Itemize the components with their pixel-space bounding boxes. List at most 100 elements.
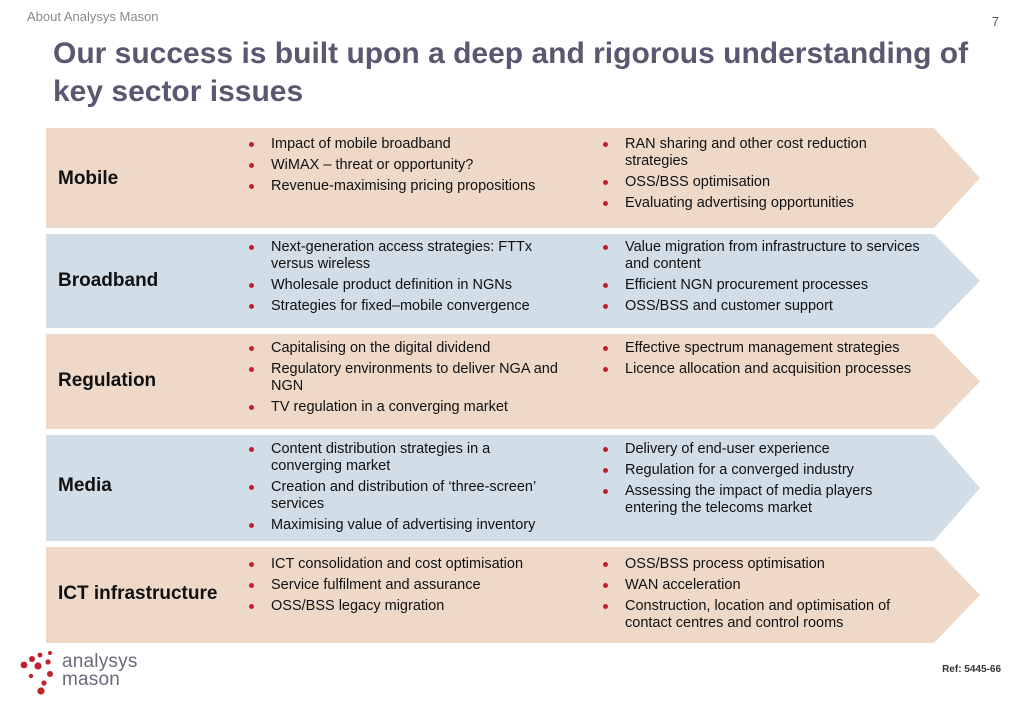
issue-text: Evaluating advertising opportunities [625,195,854,211]
bullet-dot-icon [249,184,254,189]
sector-label: Broadband [58,270,159,291]
issue-text: Wholesale product definition in NGNs [271,277,512,293]
sector-label: Regulation [58,370,157,391]
chevron-band-shape [46,547,980,643]
logo-dots-icon [20,651,53,695]
issue-text: Service fulfilment and assurance [271,577,481,593]
logo-wordmark: analysys mason [62,651,138,689]
issue-item: OSS/BSS process optimisation [598,556,928,573]
issue-item: Evaluating advertising opportunities [598,195,928,212]
issue-text: Capitalising on the digital dividend [271,340,491,356]
issue-text: Content distribution strategies in a con… [271,441,491,474]
bullet-dot-icon [249,367,254,372]
bullet-dot-icon [249,304,254,309]
issues-list-right: OSS/BSS process optimisation WAN accelera… [598,556,928,636]
bullet-dot-icon [249,163,254,168]
bullet-dot-icon [603,562,608,567]
issue-item: TV regulation in a converging market [244,399,564,416]
issue-text: WiMAX – threat or opportunity? [271,157,474,173]
issue-item: WAN acceleration [598,577,928,594]
sector-label: Mobile [58,168,119,189]
chevron-band-shape [46,435,980,541]
issue-text: OSS/BSS optimisation [625,174,771,190]
bullet-dot-icon [603,583,608,588]
issue-item: Content distribution strategies in a con… [244,441,564,475]
sector-row: Broadband Next-generation access strategi… [46,234,980,328]
bullet-dot-icon [603,447,608,452]
bullet-dot-icon [603,201,608,206]
bullet-dot-icon [249,447,254,452]
issue-text: Regulatory environments to deliver NGA a… [271,361,558,394]
chevron-band-shape [46,234,980,328]
issues-list-left: Content distribution strategies in a con… [244,441,564,538]
bullet-dot-icon [249,604,254,609]
sector-label: ICT infrastructure [58,583,218,604]
issue-text: Creation and distribution of ‘three-scre… [271,479,536,512]
issue-item: Efficient NGN procurement processes [598,277,928,294]
issue-item: RAN sharing and other cost reduction str… [598,136,928,170]
issue-item: Creation and distribution of ‘three-scre… [244,479,564,513]
issue-text: Effective spectrum management strategies [625,340,900,356]
bullet-dot-icon [603,283,608,288]
issue-item: OSS/BSS and customer support [598,298,928,315]
issue-text: Assessing the impact of media players en… [625,483,873,516]
issue-item: OSS/BSS legacy migration [244,598,564,615]
bullet-dot-icon [249,346,254,351]
sector-row: Media Content distribution strategies in … [46,435,980,541]
chevron-band-shape [46,334,980,429]
issue-item: OSS/BSS optimisation [598,174,928,191]
bullet-dot-icon [249,562,254,567]
issues-list-left: Impact of mobile broadband WiMAX – threat… [244,136,564,199]
bullet-dot-icon [249,405,254,410]
chevron-band-shape [46,128,980,228]
issue-text: TV regulation in a converging market [271,399,508,415]
issue-text: Strategies for fixed–mobile convergence [271,298,530,314]
issue-item: Licence allocation and acquisition proce… [598,361,928,378]
bullet-dot-icon [603,245,608,250]
issue-item: Effective spectrum management strategies [598,340,928,357]
issue-text: Licence allocation and acquisition proce… [625,361,912,377]
sector-row: Mobile Impact of mobile broadband WiMAX – … [46,128,980,228]
bullet-dot-icon [603,489,608,494]
issue-text: ICT consolidation and cost optimisation [271,556,524,572]
logo-line-1: analysys [62,651,138,672]
bullet-dot-icon [249,583,254,588]
bullet-dot-icon [603,367,608,372]
bullet-dot-icon [603,346,608,351]
page-title: Our success is built upon a deep and rig… [53,37,969,108]
issue-text: Impact of mobile broadband [271,136,451,152]
issue-text: WAN acceleration [625,577,741,593]
issue-item: Regulatory environments to deliver NGA a… [244,361,564,395]
issues-list-right: RAN sharing and other cost reduction str… [598,136,928,216]
issue-item: Maximising value of advertising inventor… [244,517,564,534]
section-kicker: About Analysys Mason [27,9,159,24]
sector-row: ICT infrastructure ICT consolidation and … [46,547,980,643]
issue-item: ICT consolidation and cost optimisation [244,556,564,573]
issues-list-left: ICT consolidation and cost optimisation S… [244,556,564,619]
bullet-dot-icon [249,485,254,490]
analysys-mason-logo: analysys mason [17,650,157,696]
issue-text: OSS/BSS process optimisation [625,556,825,572]
bullet-dot-icon [603,604,608,609]
issue-text: OSS/BSS legacy migration [271,598,445,614]
issue-item: Service fulfilment and assurance [244,577,564,594]
bullet-dot-icon [603,180,608,185]
reference-number: Ref: 5445-66 [942,664,1001,675]
issue-item: Revenue-maximising pricing propositions [244,178,564,195]
issue-item: Strategies for fixed–mobile convergence [244,298,564,315]
bullet-dot-icon [603,468,608,473]
issue-text: Efficient NGN procurement processes [625,277,869,293]
issue-text: Value migration from infrastructure to s… [625,239,920,272]
issues-list-right: Value migration from infrastructure to s… [598,239,928,319]
issue-item: Construction, location and optimisation … [598,598,928,632]
issue-item: Capitalising on the digital dividend [244,340,564,357]
issues-list-left: Capitalising on the digital dividend Regu… [244,340,564,420]
issue-item: Assessing the impact of media players en… [598,483,928,517]
issues-list-right: Effective spectrum management strategies… [598,340,928,382]
issue-text: Delivery of end-user experience [625,441,830,457]
issue-text: Revenue-maximising pricing propositions [271,178,536,194]
page-number: 7 [991,14,999,29]
issues-list-right: Delivery of end-user experience Regulatio… [598,441,928,521]
issue-item: Regulation for a converged industry [598,462,928,479]
